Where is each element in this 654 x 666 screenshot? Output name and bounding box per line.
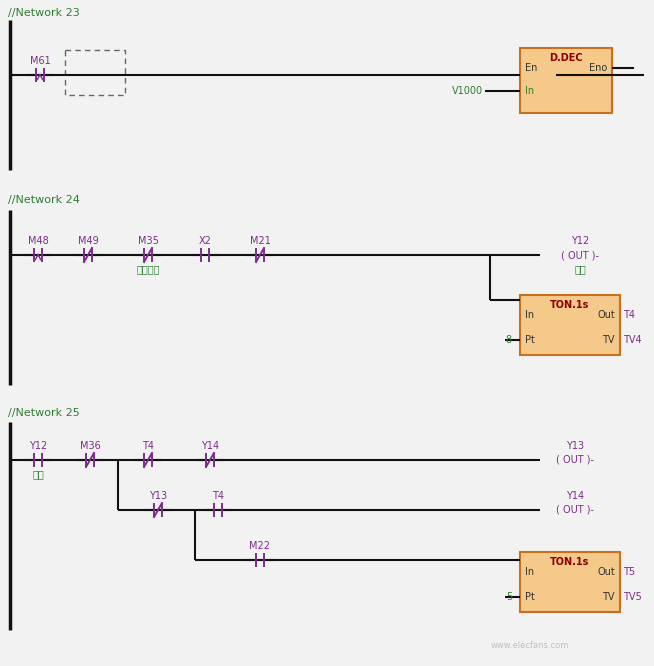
Text: ( OUT )-: ( OUT )- [556, 455, 594, 465]
Text: Eno: Eno [589, 63, 607, 73]
Bar [520, 48, 612, 113]
Text: 大轮: 大轮 [32, 469, 44, 479]
Text: In: In [525, 310, 534, 320]
Text: www.elecfans.com: www.elecfans.com [490, 641, 569, 649]
Text: D.DEC: D.DEC [549, 53, 583, 63]
Text: M48: M48 [27, 236, 48, 246]
Text: T4: T4 [212, 491, 224, 501]
Text: TV4: TV4 [623, 335, 642, 345]
Text: TV: TV [602, 335, 615, 345]
Text: M36: M36 [80, 441, 100, 451]
Text: T5: T5 [623, 567, 635, 577]
Text: Y13: Y13 [149, 491, 167, 501]
Bar [65, 50, 125, 95]
Text: TON.1s: TON.1s [550, 557, 590, 567]
Text: Pt: Pt [525, 592, 535, 602]
Text: Y13: Y13 [566, 441, 584, 451]
Bar [520, 552, 620, 612]
Text: En: En [525, 63, 538, 73]
Text: M22: M22 [249, 541, 271, 551]
Bar [520, 295, 620, 355]
Text: M21: M21 [250, 236, 271, 246]
Text: //Network 24: //Network 24 [8, 195, 80, 205]
Text: ( OUT )-: ( OUT )- [556, 505, 594, 515]
Text: //Network 25: //Network 25 [8, 408, 80, 418]
Text: Y14: Y14 [201, 441, 219, 451]
Text: In: In [525, 567, 534, 577]
Text: M35: M35 [137, 236, 158, 246]
Text: ( OUT )-: ( OUT )- [561, 250, 599, 260]
Text: Out: Out [597, 310, 615, 320]
Text: Pt: Pt [525, 335, 535, 345]
Text: X2: X2 [199, 236, 211, 246]
Text: T4: T4 [623, 310, 635, 320]
Text: Y14: Y14 [566, 491, 584, 501]
Text: 8: 8 [506, 335, 512, 345]
Text: Y12: Y12 [29, 441, 47, 451]
Text: TV: TV [602, 592, 615, 602]
Text: M61: M61 [29, 56, 50, 66]
Text: //Network 23: //Network 23 [8, 8, 80, 18]
Text: 故障停机: 故障停机 [136, 264, 160, 274]
Text: 5: 5 [506, 592, 512, 602]
Text: Out: Out [597, 567, 615, 577]
Text: TV5: TV5 [623, 592, 642, 602]
Text: M49: M49 [78, 236, 98, 246]
Text: 大轮: 大轮 [574, 264, 586, 274]
Text: TON.1s: TON.1s [550, 300, 590, 310]
Text: T4: T4 [142, 441, 154, 451]
Text: In: In [525, 86, 534, 96]
Text: Y12: Y12 [571, 236, 589, 246]
Text: V1000: V1000 [452, 86, 483, 96]
